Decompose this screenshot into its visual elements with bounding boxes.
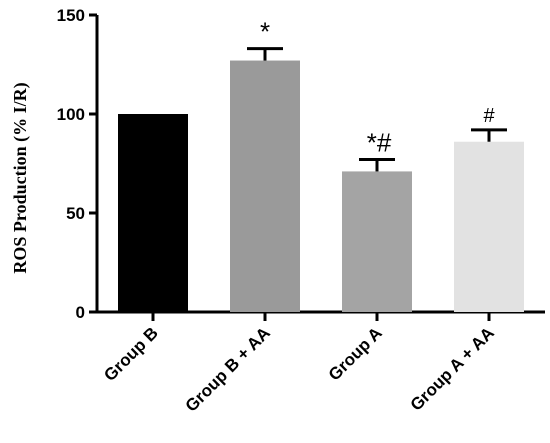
bar (342, 171, 412, 312)
x-axis (95, 310, 545, 321)
bar (230, 60, 300, 312)
y-tick-label: 0 (76, 303, 85, 322)
x-tick-label: Group A (325, 323, 386, 384)
y-tick-label: 100 (57, 105, 85, 124)
bar (454, 141, 524, 312)
bars (118, 60, 524, 312)
y-tick-label: 150 (57, 6, 85, 25)
x-tick-label: Group A + AA (407, 323, 498, 414)
y-tick-label: 50 (66, 204, 85, 223)
category-labels: Group B Group B + AA Group A Group A + AA (100, 323, 498, 415)
y-axis-title: ROS Production (% I/R) (10, 82, 31, 273)
error-bars (247, 47, 507, 172)
significance-annotation: # (483, 105, 495, 127)
significance-annotation: * (260, 17, 270, 47)
y-axis: 0 50 100 150 (57, 6, 99, 322)
significance-annotation: *# (367, 128, 392, 158)
annotations: * *# # (260, 17, 496, 158)
x-tick-label: Group B + AA (182, 323, 274, 415)
x-tick-label: Group B (100, 323, 162, 385)
bar (118, 114, 188, 312)
